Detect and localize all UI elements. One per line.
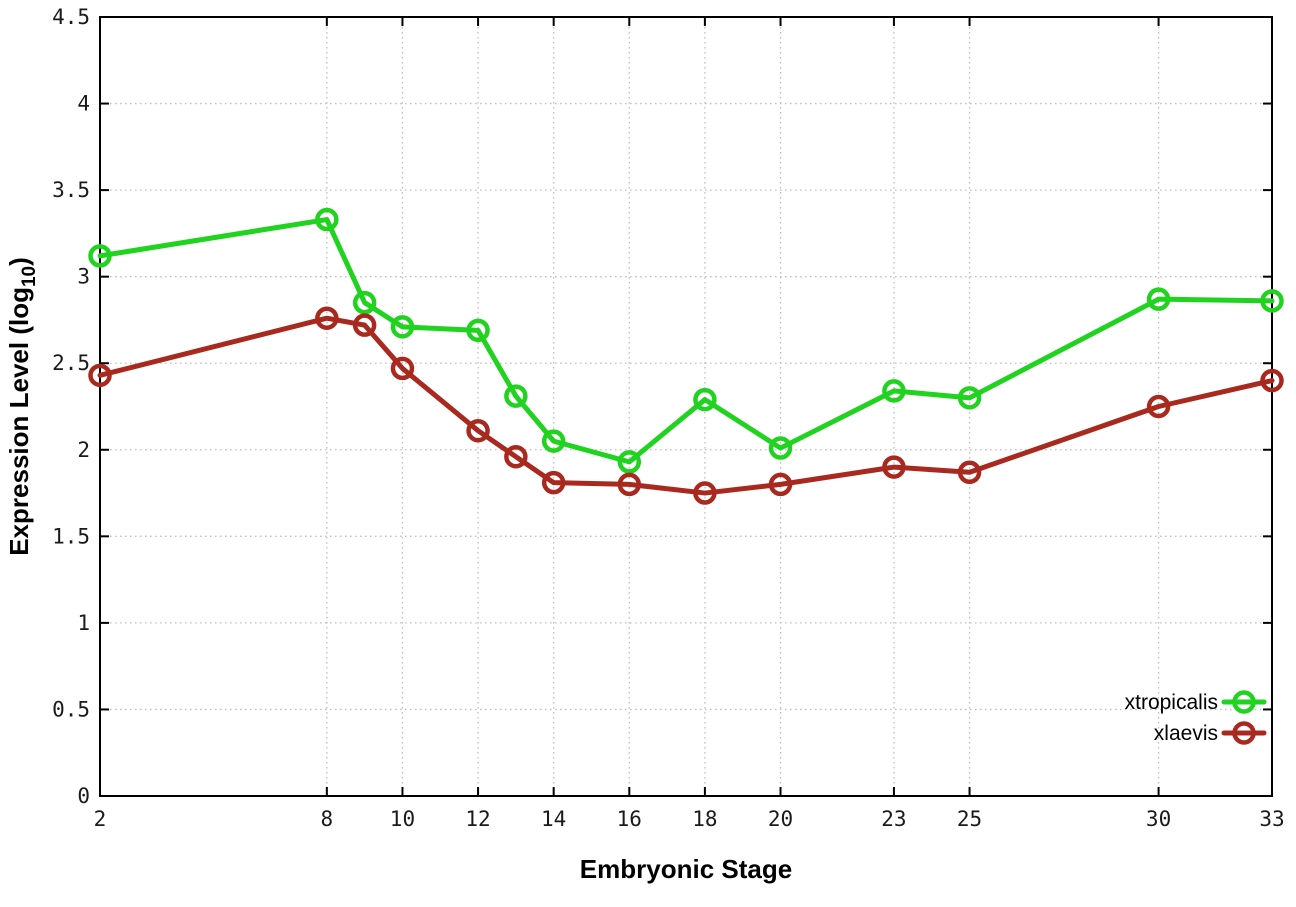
- data-point-xtropicalis: [315, 207, 339, 232]
- x-tick-label: 10: [390, 807, 415, 831]
- data-point-xlaevis: [1260, 368, 1284, 393]
- legend-sample-marker-xlaevis: [1232, 721, 1256, 745]
- data-point-xlaevis: [352, 313, 377, 337]
- data-point-xtropicalis: [466, 318, 490, 343]
- data-point-xtropicalis: [1146, 287, 1171, 311]
- x-tick-label: 2: [94, 807, 107, 831]
- y-tick-label: 4: [77, 92, 90, 116]
- data-point-xlaevis: [957, 460, 982, 485]
- data-point-xtropicalis: [617, 450, 642, 474]
- data-point-xlaevis: [693, 481, 717, 505]
- x-tick-label: 12: [465, 807, 490, 831]
- data-point-xtropicalis: [390, 315, 415, 339]
- y-tick-label: 4.5: [52, 5, 90, 29]
- x-tick-label: 14: [541, 807, 566, 831]
- data-point-xlaevis: [88, 363, 112, 388]
- data-point-xtropicalis: [504, 384, 528, 408]
- data-point-xtropicalis: [1260, 289, 1284, 313]
- y-tick-label: 2: [77, 438, 90, 462]
- data-point-xlaevis: [541, 470, 566, 495]
- data-point-xlaevis: [390, 356, 415, 381]
- x-tick-label: 30: [1146, 807, 1171, 831]
- x-tick-label: 23: [881, 807, 906, 831]
- data-point-xtropicalis: [352, 290, 377, 315]
- data-point-xtropicalis: [957, 386, 982, 410]
- x-tick-label: 18: [692, 807, 717, 831]
- data-point-xtropicalis: [693, 387, 717, 412]
- data-point-xtropicalis: [768, 436, 793, 460]
- y-tick-label: 3.5: [52, 178, 90, 202]
- y-tick-label: 2.5: [52, 351, 90, 375]
- x-tick-label: 33: [1259, 807, 1284, 831]
- data-point-xlaevis: [882, 455, 906, 479]
- x-tick-label: 25: [957, 807, 982, 831]
- data-point-xlaevis: [466, 418, 490, 443]
- legend-label-xlaevis: xlaevis: [1154, 722, 1218, 745]
- y-tick-label: 3: [77, 265, 90, 289]
- data-point-xtropicalis: [541, 429, 566, 453]
- data-point-xlaevis: [768, 472, 793, 497]
- y-tick-label: 1: [77, 611, 90, 635]
- legend-sample-marker-xtropicalis: [1232, 690, 1256, 714]
- data-point-xlaevis: [1146, 394, 1171, 419]
- data-point-xtropicalis: [88, 244, 112, 268]
- legend-label-xtropicalis: xtropicalis: [1125, 691, 1218, 714]
- x-tick-label: 20: [768, 807, 793, 831]
- data-point-xlaevis: [315, 306, 339, 330]
- y-tick-label: 0.5: [52, 697, 90, 721]
- data-point-xtropicalis: [882, 379, 906, 403]
- data-point-xlaevis: [617, 472, 642, 497]
- y-tick-label: 0: [77, 784, 90, 808]
- x-tick-label: 16: [617, 807, 642, 831]
- data-point-xlaevis: [504, 444, 528, 469]
- y-tick-label: 1.5: [52, 524, 90, 548]
- y-axis-title: Expression Level (log10): [4, 257, 40, 556]
- plot-border: [99, 16, 1273, 797]
- x-axis-title: Embryonic Stage: [580, 854, 792, 884]
- x-tick-label: 8: [321, 807, 334, 831]
